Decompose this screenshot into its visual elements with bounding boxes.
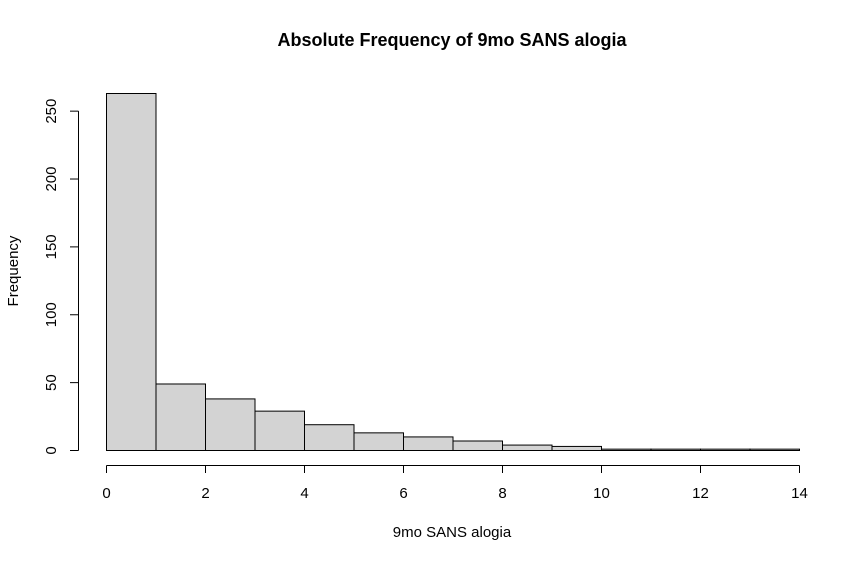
y-tick-label-2: 100 [43, 302, 60, 327]
y-tick-label-1: 50 [43, 374, 60, 391]
histogram-bar-11 [650, 448, 701, 451]
histogram-bar-12 [700, 448, 751, 451]
x-tick-label-4: 8 [498, 485, 506, 502]
x-tick-label-1: 2 [201, 485, 209, 502]
y-axis-label: Frequency [5, 235, 22, 306]
x-tick-label-7: 14 [791, 485, 808, 502]
x-tick-label-2: 4 [300, 485, 308, 502]
histogram-bar-13 [749, 448, 800, 451]
histogram-bar-4 [304, 424, 355, 452]
x-tick-label-5: 10 [593, 485, 610, 502]
chart-title: Absolute Frequency of 9mo SANS alogia [277, 30, 627, 50]
y-tick-label-0: 0 [43, 446, 60, 454]
histogram-bar-0 [106, 93, 157, 451]
y-tick-label-4: 200 [43, 167, 60, 192]
y-tick-label-3: 150 [43, 234, 60, 259]
histogram-bar-9 [551, 445, 602, 452]
y-tick-label-5: 250 [43, 99, 60, 124]
x-tick-label-0: 0 [102, 485, 110, 502]
histogram-bar-2 [205, 398, 256, 451]
x-tick-label-3: 6 [399, 485, 407, 502]
bars-group [106, 93, 800, 452]
y-axis: 0 50 100 150 200 250 [43, 99, 79, 455]
histogram-bar-3 [254, 410, 305, 451]
x-axis-label: 9mo SANS alogia [393, 524, 512, 541]
histogram-bar-6 [403, 436, 454, 451]
histogram-bar-7 [452, 440, 503, 452]
x-axis: 0 2 4 6 8 10 12 14 [102, 465, 808, 502]
histogram-bar-8 [502, 444, 553, 452]
histogram-bar-10 [601, 448, 652, 451]
histogram-bar-1 [155, 383, 206, 451]
histogram-bar-5 [353, 432, 404, 451]
x-tick-label-6: 12 [692, 485, 709, 502]
